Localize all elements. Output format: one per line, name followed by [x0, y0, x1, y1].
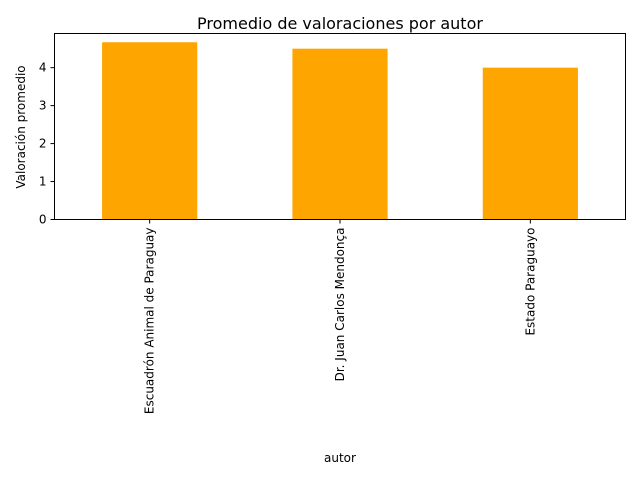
x-tick-label: Estado Paraguayo [523, 228, 537, 336]
y-tick-label: 2 [39, 137, 47, 151]
y-tick-label: 3 [39, 99, 47, 113]
x-axis-ticks: Escuadrón Animal de Paraguay Dr. Juan Car… [143, 219, 537, 415]
plot-frame [54, 33, 626, 220]
bars-group [102, 42, 578, 220]
y-axis-label: Valoración promedio [14, 65, 28, 188]
chart-title: Promedio de valoraciones por autor [197, 14, 483, 33]
x-tick-label: Escuadrón Animal de Paraguay [143, 228, 157, 415]
y-axis-ticks: 0 1 2 3 4 [39, 61, 55, 227]
y-tick-label: 4 [39, 61, 47, 75]
bar-3 [482, 67, 578, 220]
x-axis-label: autor [324, 451, 356, 465]
y-tick-label: 1 [39, 175, 47, 189]
bar-1 [102, 42, 198, 220]
x-tick-label: Dr. Juan Carlos Mendonça [333, 228, 347, 382]
y-tick-label: 0 [39, 213, 47, 227]
bar-2 [292, 48, 388, 220]
